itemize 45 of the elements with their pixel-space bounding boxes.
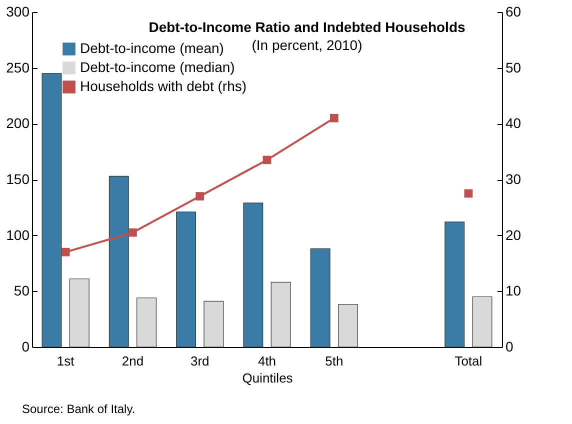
y2-tick-label: 0 <box>506 338 514 354</box>
y2-tick-label: 10 <box>506 282 522 299</box>
bar <box>338 304 358 348</box>
y-tick-label: 200 <box>6 115 30 132</box>
x-tick-label: 1st <box>56 354 75 368</box>
bar <box>136 298 157 348</box>
bar <box>69 278 90 348</box>
y2-tick-label: 20 <box>506 226 522 243</box>
legend-label: Debt-to-income (median) <box>80 59 235 75</box>
text: (In percent, 2010) <box>252 37 362 53</box>
legend-label: Debt-to-income (mean) <box>80 40 224 56</box>
bar <box>42 73 62 348</box>
point <box>128 228 137 237</box>
bar <box>204 300 224 348</box>
y-tick-label: 250 <box>6 59 30 76</box>
y-tick-label: 50 <box>14 282 30 299</box>
point <box>196 192 204 200</box>
bar <box>243 202 264 348</box>
bar <box>310 248 330 348</box>
bar <box>444 222 465 348</box>
point <box>464 189 473 198</box>
y-tick-label: 0 <box>22 338 30 354</box>
bar <box>472 296 492 348</box>
y2-tick-label: 60 <box>506 4 522 20</box>
x-tick-label: 4th <box>258 354 276 368</box>
text: Debt-to-Income Ratio and Indebted Households <box>148 19 466 35</box>
x-tick-label: 5th <box>325 354 344 368</box>
point <box>61 248 70 256</box>
x-tick-label: 3rd <box>190 354 210 368</box>
bar <box>176 212 196 348</box>
y2-tick-label: 30 <box>506 171 522 187</box>
bar <box>108 176 129 348</box>
y-tick-label: 300 <box>6 4 30 20</box>
y-tick-label: 150 <box>6 171 30 187</box>
point <box>262 156 272 164</box>
x-tick-label: Total <box>454 354 482 368</box>
bar <box>270 282 291 348</box>
y2-tick-label: 40 <box>506 115 522 132</box>
x-axis-title: Quintiles <box>242 370 294 386</box>
point <box>330 114 338 122</box>
x-tick-label: 2nd <box>122 354 144 368</box>
source-note: Source: Bank of Italy. <box>22 402 136 416</box>
legend-label: Households with debt (rhs) <box>80 78 247 94</box>
y-tick-label: 100 <box>6 226 30 243</box>
y2-tick-label: 50 <box>506 59 522 76</box>
